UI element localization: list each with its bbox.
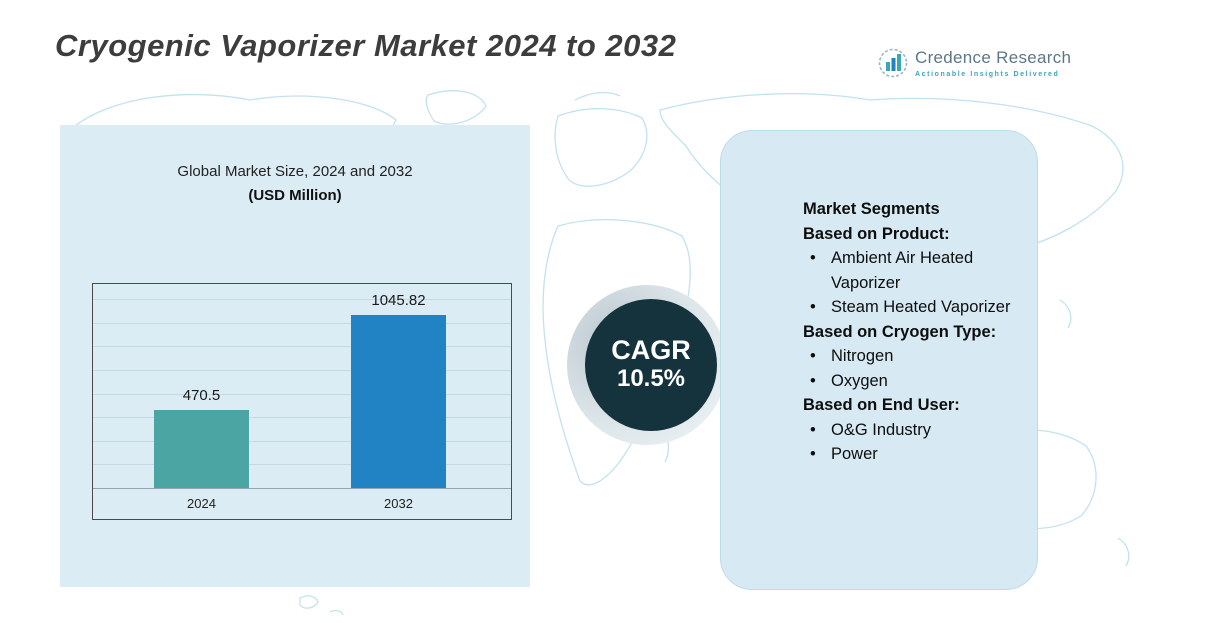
bar-2032 <box>351 315 446 488</box>
segment-group-title: Based on End User: <box>803 396 960 414</box>
segment-group-title: Based on Product: <box>803 224 950 243</box>
segments-text: Market Segments Based on Product: Ambien… <box>803 197 1015 467</box>
bar-group-2032: 1045.82 2032 <box>351 292 446 511</box>
brand-logo: Credence Research Actionable Insights De… <box>878 48 1071 78</box>
market-segments-panel: Market Segments Based on Product: Ambien… <box>720 130 1038 590</box>
cagr-label: CAGR <box>611 334 691 365</box>
bar-value-2024: 470.5 <box>182 387 221 404</box>
cagr-value: 10.5% <box>616 365 686 393</box>
list-item: Ambient Air Heated Vaporizer <box>803 246 1015 295</box>
list-item: O&G Industry <box>803 418 1015 443</box>
bar-category-2032: 2032 <box>384 496 413 511</box>
plot-area: 470.5 2024 1045.82 2032 <box>93 292 511 511</box>
segments-heading: Market Segments <box>803 200 940 218</box>
bar-2024 <box>154 410 249 488</box>
list-item: Power <box>803 442 1015 467</box>
list-item: Nitrogen <box>803 344 1015 369</box>
chart-subtitle: (USD Million) <box>248 187 342 204</box>
segment-group-end-user: Based on End User: O&G Industry Power <box>803 393 1015 467</box>
brand-name: Credence Research <box>915 48 1072 67</box>
market-size-panel: Global Market Size, 2024 and 2032 (USD M… <box>60 125 530 587</box>
bar-value-2032: 1045.82 <box>371 292 426 309</box>
segment-group-cryogen-type: Based on Cryogen Type: Nitrogen Oxygen <box>803 320 1015 394</box>
brand-tagline: Actionable Insights Delivered <box>915 71 1060 78</box>
bar-group-2024: 470.5 2024 <box>154 387 249 511</box>
credence-logo-icon <box>878 48 908 78</box>
segment-list: Nitrogen Oxygen <box>803 344 1015 393</box>
bar-category-2024: 2024 <box>187 496 216 511</box>
segment-list: O&G Industry Power <box>803 418 1015 467</box>
segment-group-product: Based on Product: Ambient Air Heated Vap… <box>803 222 1015 320</box>
list-item: Oxygen <box>803 369 1015 394</box>
segment-group-title: Based on Cryogen Type: <box>803 322 997 341</box>
list-item: Steam Heated Vaporizer <box>803 295 1015 320</box>
page-title: Cryogenic Vaporizer Market 2024 to 2032 <box>55 28 677 63</box>
logo-text: Credence Research Actionable Insights De… <box>915 48 1071 78</box>
bar-chart: 470.5 2024 1045.82 2032 <box>92 283 512 520</box>
segment-list: Ambient Air Heated Vaporizer Steam Heate… <box>803 246 1015 320</box>
chart-title: Global Market Size, 2024 and 2032 <box>177 163 413 180</box>
cagr-badge: CAGR 10.5% <box>585 299 717 431</box>
